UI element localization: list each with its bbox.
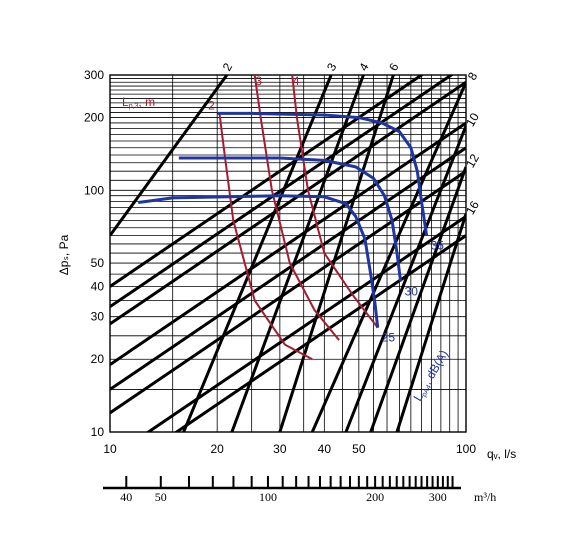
x-tick-label: 10 (103, 442, 117, 456)
y-tick-label: 20 (91, 352, 105, 366)
duct-line (182, 75, 333, 432)
duct-line (278, 75, 395, 432)
lower-axis-tick-label: 100 (259, 490, 277, 504)
duct-line-label: 6 (386, 60, 402, 73)
l-label: Lp,3, m (122, 95, 155, 110)
y-axis-label: Δpₛ, Pa (57, 234, 71, 275)
blue-axis-label: LpA4, dB(A) (410, 348, 451, 404)
duct-line-label: 8 (465, 70, 481, 83)
duct-line-label: 2 (220, 60, 236, 73)
duct-line-label: 10 (463, 110, 482, 129)
sound-line-label: 4 (293, 74, 300, 88)
fan-curve-label: 30 (405, 284, 419, 298)
y-tick-label: 30 (91, 310, 105, 324)
lower-axis-tick-label: 40 (120, 490, 132, 504)
sound-line-label: 2 (208, 98, 215, 112)
lower-axis-tick-label: 50 (155, 490, 167, 504)
tick-labels: 10 20 30 40 50 100 10 20 30 40 50 100 200 300 2 3 4 6 8 10 1… (84, 60, 482, 456)
duct-line (395, 213, 466, 432)
fan-curve (138, 194, 380, 328)
duct-line (110, 169, 466, 415)
x-tick-label: 100 (456, 442, 476, 456)
sound-power-lines (218, 75, 379, 361)
duct-size-lines (110, 75, 466, 432)
fan-curve (217, 111, 429, 236)
y-tick-label: 50 (91, 256, 105, 270)
y-tick-label: 40 (91, 279, 105, 293)
y-tick-label: 300 (84, 68, 104, 82)
lower-axis-tick-label: 200 (366, 490, 384, 504)
sound-line-label: 3 (255, 74, 262, 88)
blue-label-unit: , dB(A) (420, 348, 451, 387)
lower-axis: 40 50 100 200 300 (120, 476, 454, 504)
sound-line (218, 113, 313, 361)
y-tick-label: 10 (91, 425, 105, 439)
l-label-unit: , m (138, 95, 155, 109)
fan-curve (178, 156, 403, 282)
l-label-sub: p,3 (129, 103, 139, 110)
duct-line-label: 16 (463, 198, 482, 217)
x-tick-label: 50 (352, 442, 366, 456)
fan-curve-label: 35 (431, 239, 445, 253)
x-tick-label: 30 (273, 442, 287, 456)
sound-line (291, 75, 379, 329)
duct-line (110, 75, 425, 288)
duct-line (110, 146, 466, 391)
lower-axis-tick-label: 300 (429, 490, 447, 504)
lower-axis-unit: m³/h (474, 490, 496, 504)
duct-line (173, 234, 466, 432)
duct-line-label: 3 (324, 60, 340, 73)
duct-line-label: 12 (463, 151, 482, 170)
x-axis-label: qᵥ, l/s (487, 447, 516, 461)
y-tick-label: 100 (84, 183, 104, 197)
fan-curve-label: 25 (382, 331, 396, 345)
duct-line-label: 4 (356, 60, 372, 73)
duct-line (110, 121, 466, 366)
x-tick-label: 20 (210, 442, 224, 456)
duct-line (145, 215, 466, 432)
x-tick-label: 40 (318, 442, 332, 456)
duct-line (110, 81, 466, 326)
duct-line (110, 75, 454, 308)
duct-line (344, 125, 466, 432)
duct-line (230, 75, 365, 432)
sound-line (253, 75, 340, 341)
fan-curves: 35 30 25 (138, 111, 445, 345)
duct-line (110, 75, 229, 237)
y-tick-label: 200 (84, 111, 104, 125)
l-label-base: L (122, 95, 129, 109)
duct-line (369, 166, 466, 432)
